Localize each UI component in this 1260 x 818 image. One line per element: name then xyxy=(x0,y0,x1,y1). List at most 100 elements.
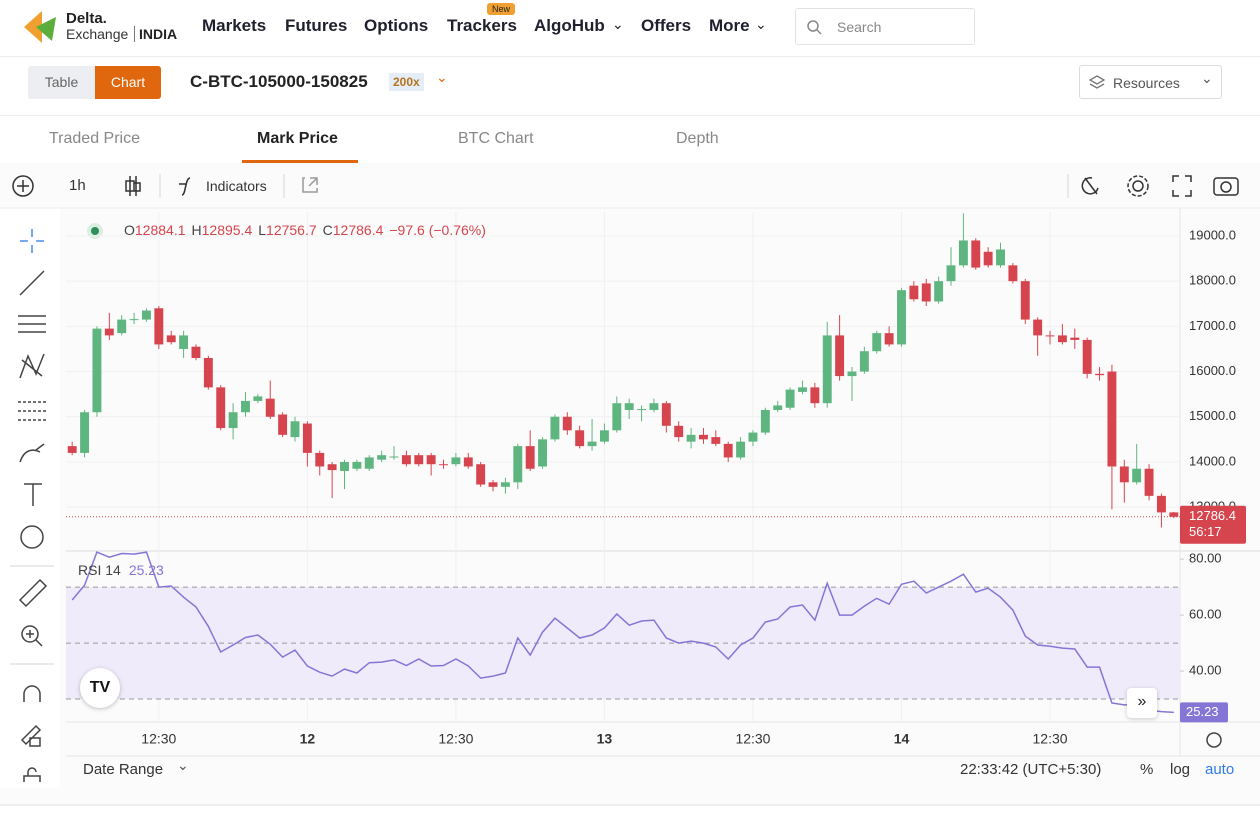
chart-bg xyxy=(0,163,1260,806)
tab[interactable]: Traded Price xyxy=(49,130,140,147)
indicators-button[interactable]: Indicators xyxy=(206,178,267,194)
candle-body xyxy=(154,308,164,345)
candle-body xyxy=(401,455,411,465)
pattern-tool[interactable] xyxy=(19,353,45,379)
candle-body xyxy=(1144,468,1154,496)
candle-body xyxy=(859,351,869,372)
crosshair-tool[interactable] xyxy=(20,229,44,253)
view-toggle[interactable]: Table xyxy=(28,66,95,99)
magnet-tool[interactable] xyxy=(23,685,41,702)
candle-body xyxy=(315,452,325,467)
nav-item[interactable]: Markets xyxy=(202,16,267,35)
candle-body xyxy=(575,430,585,447)
candle-body xyxy=(463,457,473,467)
candle-body xyxy=(612,403,622,431)
candle-body xyxy=(1095,373,1105,376)
ruler-tool[interactable] xyxy=(18,578,48,608)
candle-body xyxy=(810,387,820,404)
tab[interactable]: BTC Chart xyxy=(458,130,534,147)
candle-body xyxy=(377,455,387,460)
candle-body xyxy=(698,434,708,440)
settings-icon[interactable] xyxy=(1132,180,1144,192)
candle-body xyxy=(649,403,659,410)
nav-item[interactable]: Options xyxy=(364,16,429,35)
chevron[interactable]: ⌄ xyxy=(436,69,448,85)
auto-toggle[interactable]: auto xyxy=(1205,761,1235,778)
fx-icon[interactable] xyxy=(179,177,191,196)
chevron: ⌄ xyxy=(755,16,767,32)
candle-body xyxy=(228,412,238,429)
candle-body xyxy=(278,414,288,435)
lock-tool[interactable] xyxy=(23,767,41,782)
rsi-line xyxy=(71,551,1174,714)
candle-body xyxy=(513,446,523,483)
candle-body xyxy=(847,371,857,377)
resources-button[interactable]: Resources ⌄ xyxy=(1079,65,1222,99)
scroll-right[interactable]: » xyxy=(1127,688,1157,718)
line-tool[interactable] xyxy=(19,270,45,296)
nav-item[interactable]: AlgoHub xyxy=(534,16,605,35)
candle-body xyxy=(921,283,931,302)
candle-icon[interactable] xyxy=(125,176,141,196)
candle-body xyxy=(538,439,548,467)
symbol[interactable]: C-BTC-105000-150825 xyxy=(190,72,368,91)
share-icon[interactable] xyxy=(302,177,318,193)
add-icon[interactable] xyxy=(12,175,34,197)
search-icon xyxy=(807,20,822,35)
fib-tool[interactable] xyxy=(18,315,46,333)
date-range[interactable]: Date Range xyxy=(83,761,164,778)
fullscreen-icon[interactable] xyxy=(1172,175,1192,197)
candle-body xyxy=(723,443,733,458)
candle-body xyxy=(1107,371,1117,467)
zoom-tool[interactable] xyxy=(21,625,39,643)
logo xyxy=(24,11,56,43)
nav-item[interactable]: Futures xyxy=(285,16,348,35)
candle-body xyxy=(364,457,374,469)
candle-body xyxy=(637,409,647,411)
search-box[interactable]: Search xyxy=(795,8,975,45)
drawing-tools xyxy=(10,229,54,782)
candle-body xyxy=(439,464,448,466)
text-tool[interactable] xyxy=(24,483,42,506)
price-tag-countdown: 56:17 xyxy=(1189,524,1222,539)
candle-body xyxy=(946,265,956,282)
candle-body xyxy=(835,335,845,377)
candle-body xyxy=(414,455,424,465)
rsi-tag xyxy=(1180,702,1228,723)
log-toggle[interactable]: log xyxy=(1170,761,1191,778)
candle-body xyxy=(773,405,783,410)
magnet-icon[interactable] xyxy=(1081,177,1099,195)
view-toggle-active[interactable]: Chart xyxy=(95,66,161,99)
tab[interactable]: Depth xyxy=(676,130,719,147)
tab-active[interactable]: Mark Price xyxy=(257,130,338,147)
axis-settings[interactable] xyxy=(1206,732,1222,748)
ohlc-letter: C xyxy=(323,222,333,238)
candle-body xyxy=(958,240,968,266)
candle-body xyxy=(599,430,609,442)
emoji-tool[interactable] xyxy=(20,525,44,549)
x-tick-label: 12:30 xyxy=(438,731,473,747)
interval[interactable]: 1h xyxy=(69,177,86,194)
candle-body xyxy=(1082,339,1092,374)
percent-toggle[interactable]: % xyxy=(1140,761,1154,778)
tab-bar: Traded Price Mark Price BTC Chart Depth xyxy=(0,116,1260,163)
candle-body xyxy=(302,423,312,453)
brush-tool[interactable] xyxy=(19,443,45,463)
nav-bar: Delta. Exchange INDIA Markets Futures Op… xyxy=(0,0,1260,57)
ohlc-letter: L xyxy=(258,222,266,238)
tab-underline xyxy=(242,160,358,163)
nav-item[interactable]: Offers xyxy=(641,16,692,35)
candle-body xyxy=(674,425,684,438)
nav-item[interactable]: More xyxy=(709,16,750,35)
price-tag xyxy=(1180,505,1246,544)
candle-body xyxy=(241,400,250,413)
tv-logo[interactable]: TV xyxy=(80,668,120,708)
lock-drawing-tool[interactable] xyxy=(20,724,42,747)
ohlc-value: 12895.4 xyxy=(202,222,253,238)
candle-body xyxy=(897,290,906,345)
camera-icon[interactable] xyxy=(1213,177,1239,196)
candle-body xyxy=(1070,337,1080,340)
rsi-tick-label: 60.00 xyxy=(1189,607,1222,622)
nav-item[interactable]: Trackers xyxy=(447,16,517,35)
